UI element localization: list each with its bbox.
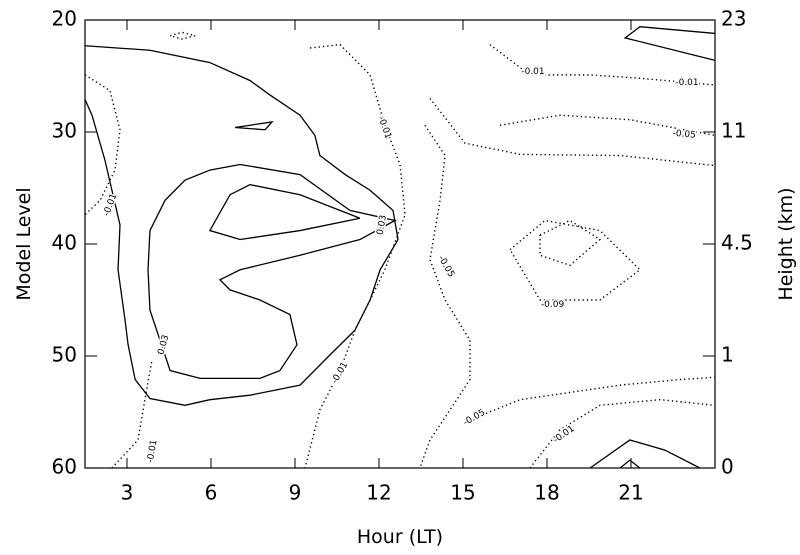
contour-negative	[469, 376, 716, 421]
contour-label: -0.05	[672, 129, 696, 141]
contour-positive	[623, 26, 716, 61]
y-tick-label: 20	[52, 7, 77, 31]
contour-positive	[589, 439, 701, 469]
contour-label: 0.03	[156, 334, 171, 356]
contour-label: -0.05	[436, 254, 456, 279]
x-tick-label: 18	[534, 481, 559, 505]
contour-negative	[489, 44, 716, 86]
contour-negative	[529, 398, 716, 469]
y2-tick-label: 23	[721, 7, 746, 31]
y-tick-label: 30	[52, 119, 77, 143]
contour-positive	[619, 459, 641, 469]
contour-positive	[84, 45, 399, 406]
x-axis-title: Hour (LT)	[357, 526, 443, 548]
x-tick-label: 3	[121, 481, 134, 505]
y-tick-label: 40	[52, 231, 77, 255]
contour-negative	[111, 360, 153, 469]
contour-positive	[234, 121, 274, 131]
contour-label: -0.01	[521, 67, 544, 77]
y2-tick-label: 11	[721, 119, 746, 143]
contour-label: -0.01	[330, 360, 350, 385]
x-tick-label: 12	[366, 481, 391, 505]
contour-negative	[499, 114, 716, 137]
y2-tick-label: 4.5	[721, 231, 753, 255]
contour-label: -0.01	[675, 78, 698, 88]
x-tick-label: 15	[450, 481, 475, 505]
contour-positive	[147, 163, 397, 380]
contour-negative	[539, 219, 602, 267]
contour-label: 0.03	[376, 214, 389, 235]
contour-negative	[84, 74, 121, 216]
y-tick-label: 50	[52, 343, 77, 367]
contour-label: -0.01	[375, 115, 392, 140]
contour-label: -0.05	[462, 408, 487, 428]
contour-negative	[419, 124, 471, 469]
x-tick-label: 6	[205, 481, 218, 505]
y-axis-title: Model Level	[13, 187, 35, 300]
y2-tick-label: 0	[721, 455, 734, 479]
contour-label: -0.01	[146, 439, 160, 464]
y-tick-label: 60	[52, 455, 77, 479]
contour-label: -0.09	[541, 300, 565, 310]
contour-label: -0.01	[552, 424, 577, 446]
plot-frame	[84, 19, 716, 469]
x-tick-label: 21	[618, 481, 643, 505]
contour-negative	[304, 43, 406, 469]
x-tick-label: 9	[289, 481, 302, 505]
y2-tick-label: 1	[721, 343, 734, 367]
contour-negative	[509, 219, 642, 301]
contour-negative	[169, 31, 196, 40]
y2-axis-title: Height (km)	[775, 187, 797, 300]
contour-positive	[208, 183, 361, 241]
